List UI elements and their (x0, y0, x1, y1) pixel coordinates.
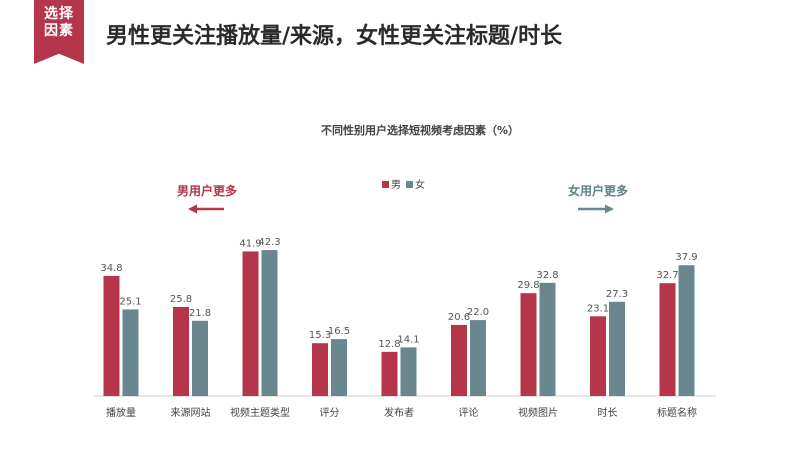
x-tick-label-5: 评论 (459, 406, 479, 419)
x-tick-label-3: 评分 (320, 407, 340, 419)
value-label-female-2: 42.3 (258, 237, 280, 248)
page-title: 男性更关注播放量/来源，女性更关注标题/时长 (106, 24, 563, 49)
bar-female-5 (470, 320, 486, 396)
badge-line-1: 选择 (44, 6, 74, 22)
value-label-male-5: 20.6 (448, 312, 470, 323)
x-tick-label-1: 来源网站 (171, 406, 211, 419)
value-label-male-7: 23.1 (587, 303, 609, 314)
value-label-female-1: 21.8 (189, 308, 211, 319)
bar-female-6 (539, 282, 556, 396)
bar-male-7 (590, 316, 606, 396)
value-label-female-4: 14.1 (397, 334, 419, 345)
value-label-female-3: 16.5 (328, 326, 350, 337)
section-badge-text: 选择 因素 (34, 6, 84, 40)
bar-male-2 (242, 251, 259, 396)
bar-female-2 (261, 250, 278, 396)
chart-title: 不同性别用户选择短视频考虑因素（%） (321, 123, 519, 137)
badge-line-2: 因素 (44, 23, 74, 39)
bar-male-5 (451, 324, 467, 396)
bar-male-4 (381, 351, 398, 396)
value-label-male-3: 15.3 (309, 330, 331, 341)
bar-male-0 (103, 275, 120, 396)
legend-label-male: 男 (391, 179, 401, 191)
right-arrow-icon (578, 204, 614, 214)
bar-male-3 (312, 343, 328, 396)
legend-swatch-female (406, 181, 413, 188)
bar-female-0 (122, 309, 139, 396)
legend-label-female: 女 (415, 178, 425, 191)
bar-male-8 (659, 283, 676, 396)
x-tick-label-6: 视频图片 (518, 406, 558, 419)
value-label-female-5: 22.0 (467, 307, 489, 318)
bar-male-6 (520, 293, 537, 396)
x-tick-label-0: 播放量 (106, 406, 136, 419)
x-tick-label-8: 标题名称 (657, 406, 697, 419)
left-arrow-icon (188, 204, 224, 214)
legend: 男 女 (382, 178, 425, 191)
bar-female-7 (609, 301, 625, 396)
callout-female-more: 女用户更多 (568, 183, 628, 198)
value-label-female-7: 27.3 (606, 289, 628, 300)
value-label-male-2: 41.9 (239, 238, 261, 249)
plot-area: 34.8 25.1 播放量 25.8 21.8 来源网站 41.942.3 视频主题类型 15.… (100, 237, 697, 419)
x-tick-label-4: 发布者 (384, 406, 414, 419)
bar-female-1 (192, 320, 208, 396)
value-label-male-4: 12.8 (378, 339, 400, 350)
bar-female-8 (678, 265, 695, 396)
value-label-male-8: 32.7 (656, 270, 678, 281)
value-label-female-6: 32.8 (536, 270, 558, 281)
legend-swatch-male (382, 181, 389, 188)
bar-female-3 (331, 339, 347, 396)
x-tick-label-7: 时长 (598, 407, 618, 419)
callout-male-more: 男用户更多 (177, 183, 237, 198)
x-tick-label-2: 视频主题类型 (230, 406, 290, 419)
bar-male-1 (173, 306, 189, 396)
value-label-male-1: 25.8 (170, 294, 192, 305)
bar-female-4 (400, 347, 417, 396)
section-badge: 选择 因素 (34, 0, 84, 64)
value-label-male-0: 34.8 (100, 263, 122, 274)
value-label-female-0: 25.1 (119, 296, 141, 307)
value-label-female-8: 37.9 (675, 252, 697, 263)
value-label-male-6: 29.8 (517, 280, 539, 291)
